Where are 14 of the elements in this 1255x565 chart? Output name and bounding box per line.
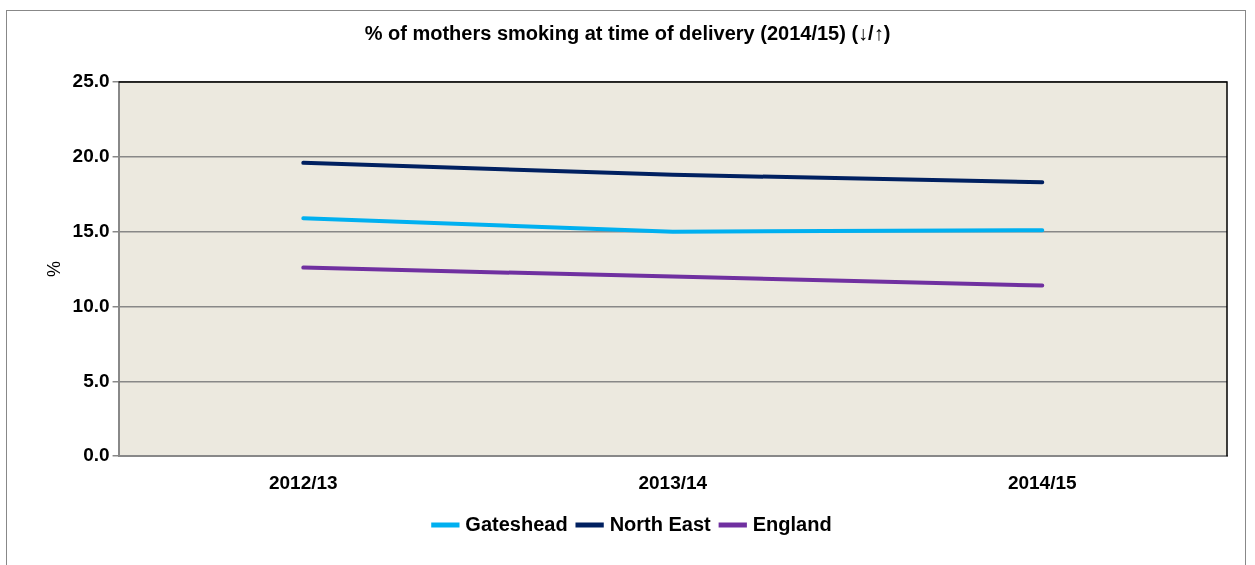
y-tick-label: 20.0 [72, 145, 110, 167]
legend-label: Gateshead [465, 512, 568, 535]
y-tick-label: 5.0 [83, 369, 110, 391]
y-axis-title: % [43, 261, 64, 278]
y-tick-label: 15.0 [72, 219, 110, 241]
y-tick-label: 10.0 [72, 294, 110, 316]
chart-title: % of mothers smoking at time of delivery (2014/15) (↓/↑) [363, 22, 892, 45]
x-tick-label: 2014/15 [1007, 471, 1078, 493]
y-tick-label: 25.0 [72, 70, 110, 92]
x-tick-label: 2013/14 [638, 471, 708, 493]
legend-label: England [752, 512, 832, 535]
x-tick-label: 2012/13 [268, 471, 338, 493]
legend-label: North East [609, 512, 712, 535]
y-tick-label: 0.0 [83, 444, 110, 466]
